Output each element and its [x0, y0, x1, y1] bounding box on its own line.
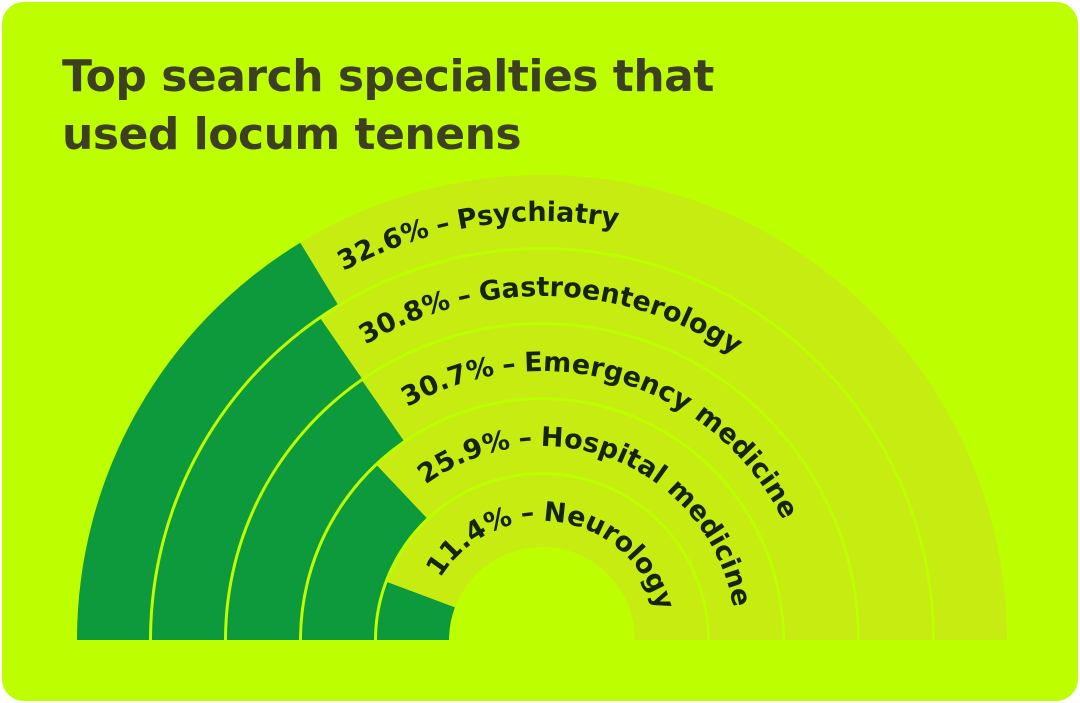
track [377, 475, 707, 640]
bar [227, 381, 404, 640]
bar [377, 582, 455, 640]
bar [77, 242, 338, 641]
track [227, 325, 857, 640]
bar [302, 465, 427, 640]
track [302, 400, 782, 640]
bar [152, 318, 362, 640]
separator: – [454, 280, 474, 313]
separator: – [519, 497, 536, 529]
track [152, 250, 932, 640]
separator: – [517, 422, 533, 454]
chart-title: Top search specialties that used locum t… [62, 51, 714, 160]
separator: – [500, 348, 517, 380]
